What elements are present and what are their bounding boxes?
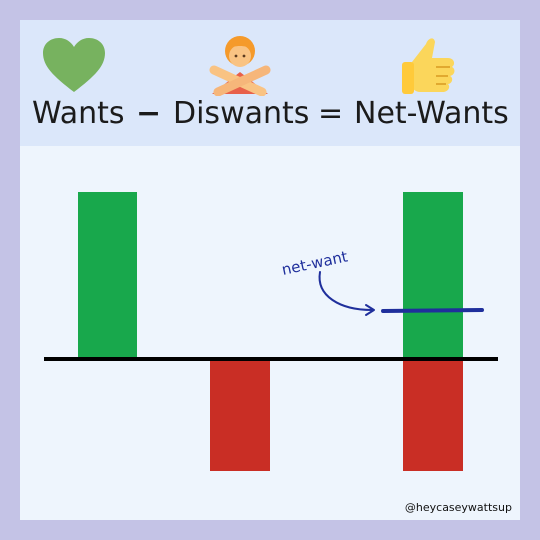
infographic-card: Wants − Diswants = Net-Wants net-want @h… (20, 20, 520, 520)
diswants-bar (210, 358, 270, 471)
diswants-label: Diswants (173, 96, 310, 131)
minus-sign: − (136, 96, 162, 131)
thumbs-up-icon (402, 38, 455, 94)
annotation-arrow (318, 271, 373, 311)
author-handle: @heycaseywattsup (404, 501, 512, 514)
net-want-annotation: net-want (280, 247, 349, 279)
net-wants-negative-bar (403, 358, 463, 471)
wants-label: Wants (32, 96, 125, 131)
net-want-marker (381, 308, 484, 313)
equation-header: Wants − Diswants = Net-Wants (20, 20, 520, 146)
person-gesturing-no-icon (209, 36, 271, 96)
net-wants-positive-bar (403, 192, 463, 358)
net-wants-diagram: net-want (44, 192, 498, 471)
equation-text: Wants − Diswants = Net-Wants (20, 96, 520, 140)
equals-sign: = (318, 96, 344, 131)
net-wants-label: Net-Wants (354, 96, 509, 131)
green-heart-icon (43, 38, 105, 92)
wants-bar (78, 192, 137, 358)
annotation-arrowhead (365, 304, 375, 316)
